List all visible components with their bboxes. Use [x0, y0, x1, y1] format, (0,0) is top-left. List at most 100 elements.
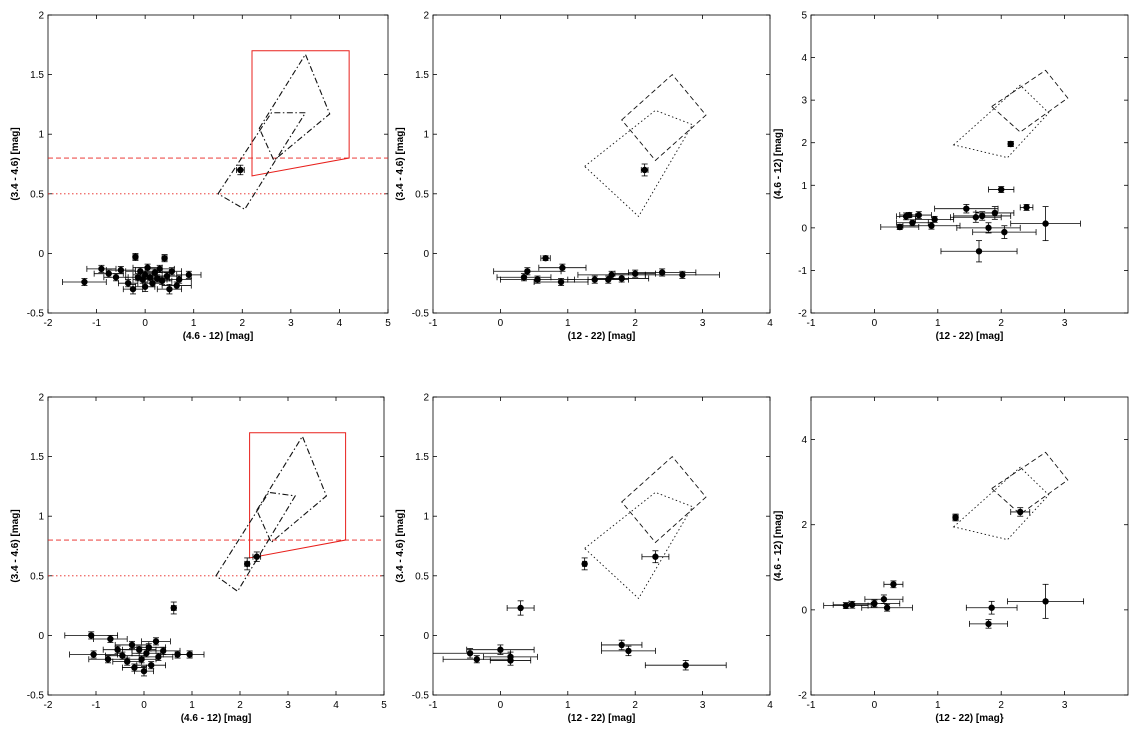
y-tick-label: 2	[801, 138, 807, 149]
plot-area	[493, 73, 720, 286]
red-selection-region	[251, 50, 350, 177]
data-point	[988, 604, 995, 611]
data-point	[890, 581, 897, 588]
x-tick-label: 1	[935, 700, 941, 711]
x-tick-label: -1	[807, 318, 816, 329]
data-point	[559, 264, 566, 271]
y-tick-label: 0.5	[30, 571, 44, 582]
y-tick-label: -0.5	[27, 309, 45, 320]
data-point	[517, 604, 524, 612]
data-point	[119, 652, 126, 659]
data-point	[542, 254, 549, 262]
data-point	[166, 285, 173, 293]
x-tick-label: 2	[632, 700, 638, 711]
model-polygon	[583, 491, 694, 600]
data-point	[978, 212, 986, 220]
scatter-panel-bottom-right: -1 0 1 2 3 -2 0 2 4 (12 - 22) [mag} (4.6 - 12) [ma…	[773, 396, 1129, 724]
data-point	[963, 205, 970, 212]
data-point	[1042, 220, 1049, 227]
y-axis-label: (4.6 - 12) [mag]	[773, 129, 784, 200]
data-point	[1042, 598, 1049, 605]
x-tick-label: 0	[498, 318, 504, 329]
x-tick-label: 0	[872, 318, 878, 329]
x-tick-label: 3	[1062, 700, 1068, 711]
data-point	[186, 651, 193, 658]
y-tick-label: -0.5	[412, 691, 430, 702]
data-point	[896, 223, 903, 231]
data-point	[158, 277, 166, 285]
data-point	[105, 270, 112, 277]
x-axis-label: (4.6 - 12) [mag]	[181, 713, 252, 724]
x-tick-label: 5	[385, 318, 391, 329]
data-point	[915, 211, 922, 219]
y-tick-label: 4	[801, 53, 807, 64]
data-point	[658, 269, 666, 276]
plot-frame	[47, 14, 389, 314]
y-tick-label: 2	[423, 11, 429, 22]
data-point	[132, 253, 139, 261]
data-point	[1023, 204, 1030, 211]
data-point	[682, 662, 689, 669]
y-axis-label: (4.6 - 12) [mag]	[773, 511, 784, 582]
x-tick-label: 2	[998, 318, 1004, 329]
model-polygon	[990, 69, 1069, 133]
data-point	[849, 601, 856, 608]
data-point	[679, 271, 686, 279]
x-tick-label: 1	[565, 700, 571, 711]
data-point	[152, 638, 160, 645]
data-point	[117, 266, 125, 274]
data-point	[160, 647, 167, 655]
y-tick-label: 0	[38, 631, 44, 642]
data-point	[985, 620, 992, 628]
y-tick-label: 1.5	[30, 70, 44, 81]
model-polygon	[256, 435, 328, 544]
plot-frame	[810, 396, 1129, 696]
model-polygon	[952, 466, 1050, 541]
x-tick-label: -1	[807, 700, 816, 711]
data-point	[581, 560, 588, 568]
data-point	[138, 656, 145, 663]
scatter-panel-bottom-middle: -1 0 1 2 3 4 -0.5 0 0.5 1 1.5 2 (12 - 22) [mag] (3.4 …	[395, 393, 773, 725]
y-tick-label: -0.5	[27, 691, 45, 702]
y-tick-label: 0	[801, 223, 807, 234]
data-point	[473, 656, 481, 663]
data-point	[618, 641, 625, 649]
x-axis-label: (12 - 22) [mag]	[568, 713, 636, 724]
x-axis-label: (12 - 22) [mag]	[936, 331, 1004, 342]
data-point	[173, 282, 180, 289]
y-tick-label: 0.5	[30, 189, 44, 200]
y-tick-label: 2	[38, 11, 44, 22]
red-selection-region	[249, 432, 347, 559]
data-point	[632, 270, 639, 277]
data-point	[175, 276, 183, 283]
y-tick-label: 1.5	[415, 70, 429, 81]
data-point	[928, 222, 935, 229]
x-tick-label: 0	[141, 700, 147, 711]
x-tick-label: -1	[429, 700, 438, 711]
y-tick-label: -0.5	[412, 309, 430, 320]
data-point	[155, 653, 162, 661]
y-tick-label: 1.5	[415, 452, 429, 463]
plot-area	[880, 69, 1081, 263]
y-tick-label: 3	[801, 96, 807, 107]
data-point	[625, 647, 632, 655]
x-tick-label: 1	[565, 318, 571, 329]
data-point	[124, 280, 132, 287]
data-point	[883, 604, 891, 611]
data-point	[652, 553, 659, 560]
data-point	[507, 657, 514, 664]
y-tick-label: 0	[423, 631, 429, 642]
data-point	[641, 166, 648, 174]
x-tick-label: -1	[92, 318, 101, 329]
data-point	[114, 646, 121, 653]
data-point	[144, 264, 151, 271]
data-point	[140, 667, 148, 675]
data-point	[141, 271, 149, 279]
data-point	[146, 274, 154, 281]
y-tick-label: 1	[38, 512, 44, 523]
y-tick-label: 0.5	[415, 571, 429, 582]
x-tick-label: 1	[935, 318, 941, 329]
data-point	[842, 602, 850, 609]
plot-frame	[47, 396, 385, 696]
data-point	[952, 514, 959, 521]
